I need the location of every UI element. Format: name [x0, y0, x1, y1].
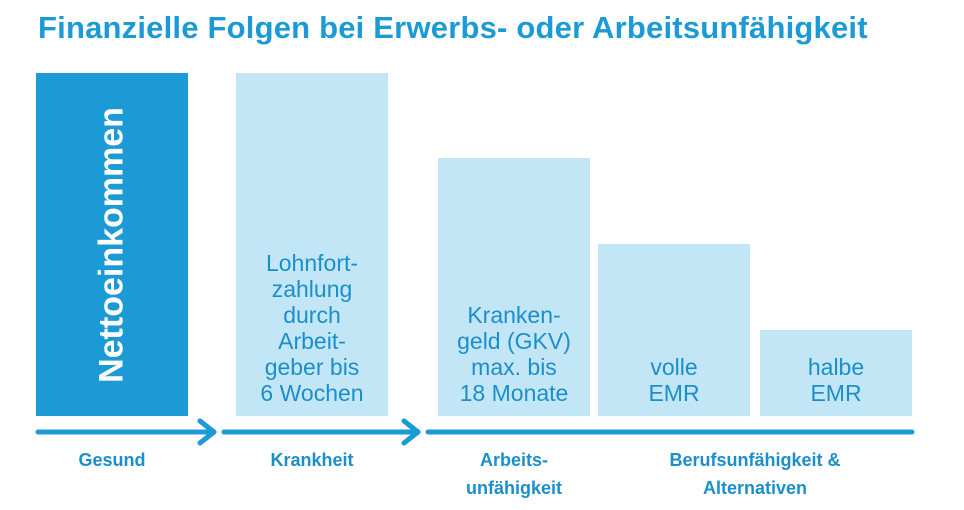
stage-label-gesund: Gesund: [78, 450, 146, 470]
timeline-arrow-2: [401, 418, 421, 446]
timeline: [35, 418, 915, 446]
bar-label-krankengeld: Kranken- geld (GKV) max. bis 18 Monate: [457, 302, 571, 406]
timeline-arrow-1: [197, 418, 217, 446]
bar-label-halbe-emr: halbe EMR: [807, 354, 865, 406]
stage-label-arbeitsunfaehigkeit: Arbeits- unfähigkeit: [465, 450, 562, 498]
page-title: Finanzielle Folgen bei Erwerbs- oder Arb…: [38, 10, 868, 45]
stage-label-krankheit: Krankheit: [270, 450, 354, 470]
stage-label-berufsunfaehigkeit: Berufsunfähigkeit & Alternativen: [669, 450, 841, 498]
bar-nettoeinkommen: Nettoeinkommen: [36, 73, 188, 416]
bar-volle-emr: volle EMR: [598, 244, 750, 416]
bar-label-nettoeinkommen: Nettoeinkommen: [92, 106, 131, 383]
bar-lohnfortzahlung: Lohnfort- zahlung durch Arbeit- geber bi…: [236, 73, 388, 416]
bar-label-volle-emr: volle EMR: [648, 354, 700, 406]
bar-krankengeld: Kranken- geld (GKV) max. bis 18 Monate: [438, 158, 590, 416]
bar-halbe-emr: halbe EMR: [760, 330, 912, 416]
bar-label-lohnfortzahlung: Lohnfort- zahlung durch Arbeit- geber bi…: [260, 250, 364, 406]
